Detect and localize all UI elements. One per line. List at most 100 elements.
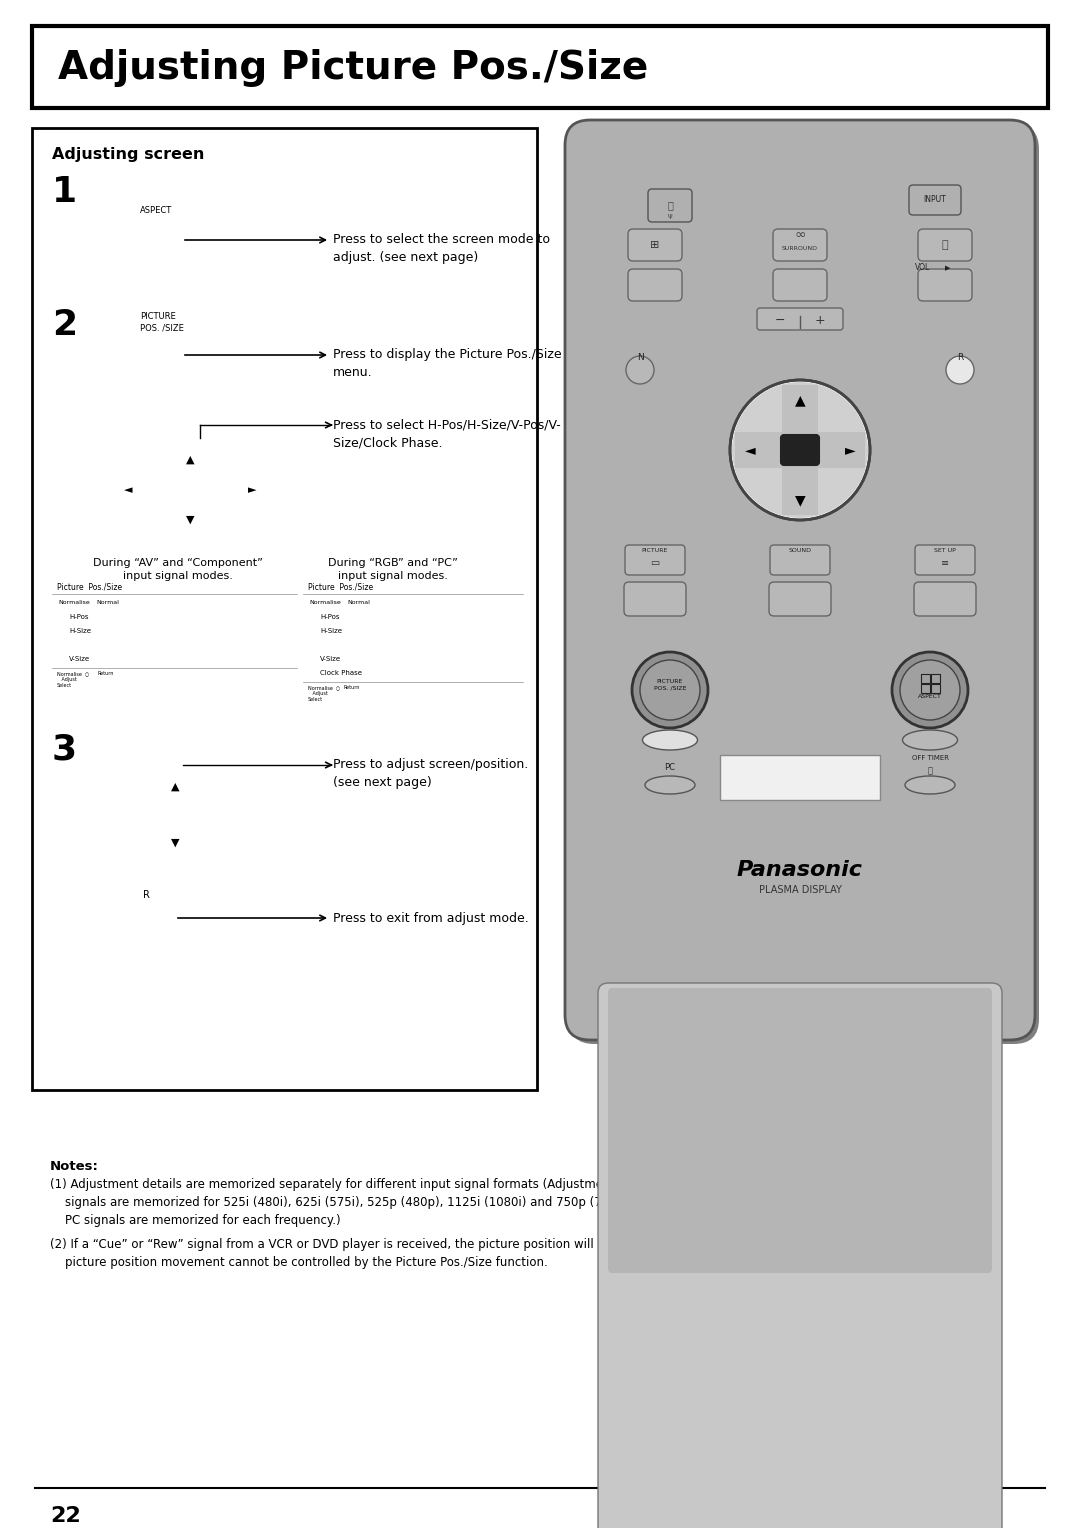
Text: ◄: ◄ (124, 484, 132, 495)
Bar (55, 642, 66, 649)
Text: 3: 3 (52, 732, 77, 766)
Text: Adjust: Adjust (308, 691, 328, 695)
FancyBboxPatch shape (773, 229, 827, 261)
Bar (55, 626, 66, 636)
Text: 2: 2 (52, 309, 77, 342)
Text: V-Pos: V-Pos (320, 642, 339, 648)
Text: Normalise: Normalise (309, 599, 341, 605)
Text: Panasonic: Panasonic (737, 860, 863, 880)
Circle shape (141, 905, 168, 932)
FancyBboxPatch shape (32, 128, 537, 1089)
Text: ▶: ▶ (945, 264, 950, 270)
FancyBboxPatch shape (569, 124, 1039, 1044)
Circle shape (946, 356, 974, 384)
Bar (140, 193, 148, 200)
Text: ⊞: ⊞ (650, 240, 660, 251)
Circle shape (632, 652, 708, 727)
Ellipse shape (129, 345, 181, 365)
Ellipse shape (146, 350, 168, 361)
Text: ▲: ▲ (171, 782, 179, 792)
Bar (348, 671, 518, 675)
FancyBboxPatch shape (914, 582, 976, 616)
FancyBboxPatch shape (770, 545, 831, 575)
Text: H-Size: H-Size (320, 628, 342, 634)
Ellipse shape (645, 776, 696, 795)
Bar (303, 581, 523, 717)
FancyBboxPatch shape (915, 545, 975, 575)
Text: 22: 22 (50, 1507, 81, 1526)
Text: During “RGB” and “PC”
input signal modes.: During “RGB” and “PC” input signal modes… (328, 558, 458, 581)
Text: ▼: ▼ (171, 837, 179, 848)
Text: Notes:: Notes: (50, 1160, 99, 1174)
Text: Normalise  ○: Normalise ○ (57, 671, 90, 675)
Text: Press to select H-Pos/H-Size/V-Pos/V-
Size/Clock Phase.: Press to select H-Pos/H-Size/V-Pos/V- Si… (333, 419, 561, 449)
Ellipse shape (129, 231, 181, 251)
Bar (931, 685, 940, 694)
Bar (931, 674, 940, 683)
Bar (432, 628, 434, 636)
Text: ►: ► (845, 443, 855, 457)
FancyBboxPatch shape (757, 309, 843, 330)
FancyArrowPatch shape (203, 788, 225, 843)
Text: During “AV” and “Component”
input signal modes.: During “AV” and “Component” input signal… (93, 558, 262, 581)
Bar (97, 630, 292, 634)
FancyBboxPatch shape (306, 596, 343, 608)
FancyBboxPatch shape (627, 229, 681, 261)
FancyBboxPatch shape (627, 269, 681, 301)
Text: Press to select the screen mode to
adjust. (see next page): Press to select the screen mode to adjus… (333, 232, 550, 264)
Bar (432, 669, 434, 678)
Text: +: + (814, 313, 825, 327)
Text: Normalise  ○: Normalise ○ (308, 685, 340, 691)
Text: PLASMA DISPLAY: PLASMA DISPLAY (758, 885, 841, 895)
Text: (2) If a “Cue” or “Rew” signal from a VCR or DVD player is received, the picture: (2) If a “Cue” or “Rew” signal from a VC… (50, 1238, 725, 1268)
Text: 1: 1 (52, 176, 77, 209)
FancyBboxPatch shape (345, 596, 374, 608)
FancyBboxPatch shape (773, 269, 827, 301)
Circle shape (125, 766, 225, 865)
FancyArrowPatch shape (173, 544, 203, 552)
Text: ▲: ▲ (795, 393, 806, 406)
Text: Select: Select (308, 697, 323, 701)
Text: ►: ► (247, 484, 256, 495)
FancyBboxPatch shape (769, 582, 831, 616)
FancyBboxPatch shape (32, 26, 1048, 108)
Ellipse shape (146, 235, 168, 244)
Text: Adjusting screen: Adjusting screen (52, 147, 204, 162)
FancyBboxPatch shape (105, 469, 149, 510)
FancyBboxPatch shape (55, 596, 92, 608)
Text: ⏰: ⏰ (928, 767, 932, 776)
Bar (193, 642, 195, 649)
Text: Normal: Normal (348, 599, 370, 605)
Bar (720, 755, 880, 801)
Bar (348, 630, 518, 634)
Bar (348, 657, 518, 662)
Ellipse shape (903, 730, 958, 750)
Circle shape (640, 660, 700, 720)
Circle shape (135, 435, 245, 545)
Text: Select: Select (57, 683, 72, 688)
Text: R: R (957, 353, 963, 362)
Bar (149, 202, 157, 209)
FancyBboxPatch shape (648, 189, 692, 222)
Bar (306, 656, 318, 663)
Text: ▼: ▼ (186, 515, 194, 526)
Text: INPUT: INPUT (923, 196, 946, 205)
Text: Picture  Pos./Size: Picture Pos./Size (57, 584, 122, 591)
Text: Press to adjust screen/position.
(see next page): Press to adjust screen/position. (see ne… (333, 758, 528, 788)
Text: OFF TIMER: OFF TIMER (912, 755, 948, 761)
Text: PC: PC (664, 764, 675, 773)
Text: SURROUND: SURROUND (782, 246, 818, 251)
Text: Return: Return (343, 685, 360, 691)
FancyBboxPatch shape (608, 989, 993, 1273)
FancyArrowPatch shape (126, 788, 147, 843)
Bar (97, 614, 292, 620)
Ellipse shape (95, 766, 255, 865)
Text: ≡: ≡ (941, 558, 949, 568)
Circle shape (900, 660, 960, 720)
Bar (306, 669, 318, 677)
Bar (193, 656, 195, 665)
FancyBboxPatch shape (212, 796, 253, 834)
Text: ASPECT: ASPECT (140, 206, 172, 215)
Bar (348, 614, 518, 620)
Text: V-Size: V-Size (320, 656, 341, 662)
